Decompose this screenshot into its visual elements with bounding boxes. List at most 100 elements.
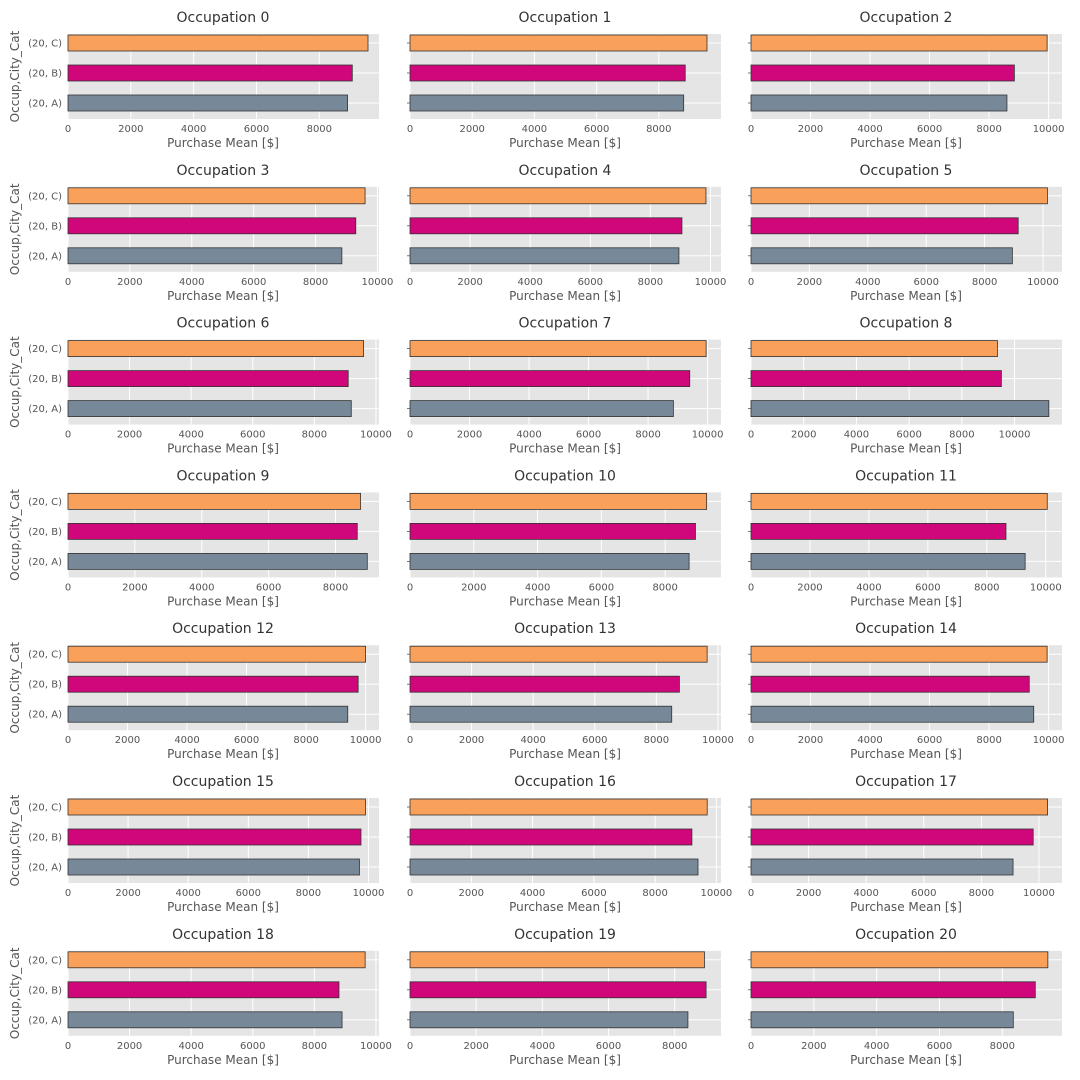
x-tick-label: 2000 bbox=[117, 277, 142, 288]
x-tick-label: 6000 bbox=[256, 582, 281, 593]
y-tick-label: (20, A) bbox=[28, 1015, 62, 1026]
bar-20a bbox=[750, 858, 1014, 876]
x-tick-label: 2000 bbox=[115, 888, 140, 899]
subplot-title: Occupation 12 bbox=[172, 621, 274, 637]
bar-20c bbox=[750, 340, 998, 358]
x-tick-label: 0 bbox=[407, 888, 413, 899]
x-tick-label: 0 bbox=[65, 124, 71, 135]
subplot-title: Occupation 4 bbox=[519, 163, 612, 179]
x-axis-label: Purchase Mean [$] bbox=[850, 900, 962, 914]
x-tick-label: 2000 bbox=[122, 582, 147, 593]
subplot-title: Occupation 14 bbox=[855, 621, 957, 637]
x-axis-label: Purchase Mean [$] bbox=[167, 594, 279, 608]
bar-20c bbox=[67, 798, 366, 816]
y-tick-label: (20, A) bbox=[28, 99, 62, 110]
bar-20c bbox=[67, 187, 366, 205]
bar-20c bbox=[409, 34, 708, 52]
x-axis-label: Purchase Mean [$] bbox=[850, 594, 962, 608]
x-tick-label: 8000 bbox=[303, 277, 328, 288]
x-tick-label: 4000 bbox=[857, 124, 882, 135]
x-tick-label: 4000 bbox=[864, 1041, 889, 1052]
x-tick-label: 4000 bbox=[856, 582, 881, 593]
bar-20c bbox=[67, 492, 362, 510]
x-tick-label: 2000 bbox=[796, 888, 821, 899]
x-tick-label: 10000 bbox=[1027, 277, 1059, 288]
x-tick-label: 8000 bbox=[652, 582, 677, 593]
subplot-occupation-15: 0 2000 4000 6000 8000 10000 (20, A) (20, B) (20,… bbox=[8, 774, 384, 914]
bar-20c bbox=[409, 340, 707, 358]
bar-20b bbox=[750, 523, 1007, 540]
subplot-title: Occupation 3 bbox=[177, 163, 270, 179]
x-tick-label: 8000 bbox=[642, 888, 667, 899]
x-tick-label: 0 bbox=[407, 735, 413, 746]
subplot-occupation-13: 0 2000 4000 6000 8000 10000 Occupation 13 Purch… bbox=[407, 621, 734, 761]
x-axis-label: Purchase Mean [$] bbox=[850, 136, 962, 150]
x-tick-label: 0 bbox=[407, 124, 413, 135]
x-tick-label: 10000 bbox=[999, 430, 1031, 441]
subplot-title: Occupation 20 bbox=[855, 927, 957, 943]
x-tick-label: 10000 bbox=[695, 277, 727, 288]
x-tick-label: 2000 bbox=[798, 735, 823, 746]
x-tick-label: 8000 bbox=[293, 735, 318, 746]
subplot-occupation-18: 0 2000 4000 6000 8000 10000 (20, A) (20, B) (20,… bbox=[8, 927, 392, 1067]
subplot-occupation-5: 0 2000 4000 6000 8000 10000 Occupation 5 Purcha… bbox=[748, 163, 1062, 303]
x-tick-label: 8000 bbox=[635, 430, 660, 441]
y-tick-label: (20, A) bbox=[28, 863, 62, 874]
x-tick-label: 4000 bbox=[857, 735, 882, 746]
bar-20a bbox=[750, 400, 1050, 418]
x-tick-label: 8000 bbox=[974, 582, 999, 593]
bar-20c bbox=[750, 951, 1049, 969]
subplot-title: Occupation 5 bbox=[860, 163, 953, 179]
subplot-occupation-4: 0 2000 4000 6000 8000 10000 Occupation 4 Purcha… bbox=[407, 163, 727, 303]
y-tick-label: (20, B) bbox=[28, 527, 62, 538]
bar-20b bbox=[67, 64, 353, 82]
bar-20a bbox=[409, 94, 685, 112]
x-tick-label: 6000 bbox=[244, 124, 269, 135]
x-axis-label: Purchase Mean [$] bbox=[850, 442, 962, 456]
y-tick-label: (20, C) bbox=[28, 955, 62, 966]
y-tick-label: (20, C) bbox=[28, 803, 62, 814]
bar-20c bbox=[409, 951, 705, 969]
x-axis-label: Purchase Mean [$] bbox=[167, 1053, 279, 1067]
x-tick-label: 0 bbox=[65, 888, 71, 899]
bar-20c bbox=[409, 187, 707, 205]
x-tick-label: 6000 bbox=[578, 277, 603, 288]
x-tick-label: 10000 bbox=[360, 430, 392, 441]
subplot-occupation-2: 0 2000 4000 6000 8000 10000 Occupation 2 Purcha… bbox=[748, 10, 1065, 150]
bar-20b bbox=[409, 981, 707, 999]
y-axis-label: Occup,City_Cat bbox=[8, 642, 22, 734]
subplot-occupation-10: 0 2000 4000 6000 8000 Occupation 10 Purchase M… bbox=[407, 468, 721, 608]
bar-20c bbox=[409, 492, 708, 510]
x-tick-label: 6000 bbox=[596, 1041, 621, 1052]
x-tick-label: 8000 bbox=[302, 430, 327, 441]
bar-20b bbox=[409, 370, 691, 388]
subplot-title: Occupation 19 bbox=[514, 927, 616, 943]
x-tick-label: 2000 bbox=[797, 277, 822, 288]
x-tick-label: 6000 bbox=[911, 888, 936, 899]
x-tick-label: 4000 bbox=[516, 430, 541, 441]
x-tick-label: 10000 bbox=[360, 1041, 392, 1052]
x-tick-label: 6000 bbox=[241, 277, 266, 288]
y-tick-label: (20, B) bbox=[28, 680, 62, 691]
bar-20c bbox=[750, 492, 1048, 510]
x-tick-label: 0 bbox=[748, 124, 754, 135]
subplot-title: Occupation 7 bbox=[519, 316, 612, 332]
x-tick-label: 2000 bbox=[801, 1041, 826, 1052]
x-tick-label: 2000 bbox=[459, 888, 484, 899]
bar-20b bbox=[67, 370, 349, 388]
x-tick-label: 8000 bbox=[302, 1041, 327, 1052]
x-tick-label: 0 bbox=[65, 277, 71, 288]
x-tick-label: 4000 bbox=[525, 582, 550, 593]
subplot-occupation-7: 0 2000 4000 6000 8000 10000 Occupation 7 Purcha… bbox=[407, 316, 724, 456]
x-tick-label: 0 bbox=[748, 277, 754, 288]
y-axis-label: Occup,City_Cat bbox=[8, 489, 22, 581]
bar-20b bbox=[750, 370, 1002, 388]
subplot-title: Occupation 2 bbox=[860, 10, 953, 26]
subplot-title: Occupation 10 bbox=[514, 468, 616, 484]
subplot-occupation-14: 0 2000 4000 6000 8000 10000 Occupation 14 Purch… bbox=[748, 621, 1065, 761]
subplot-title: Occupation 8 bbox=[860, 316, 953, 332]
bar-20a bbox=[409, 247, 680, 265]
subplot-occupation-20: 0 2000 4000 6000 8000 Occupation 20 Purchase M… bbox=[748, 927, 1062, 1067]
y-axis-label: Occup,City_Cat bbox=[8, 336, 22, 428]
subplot-title: Occupation 6 bbox=[177, 316, 270, 332]
